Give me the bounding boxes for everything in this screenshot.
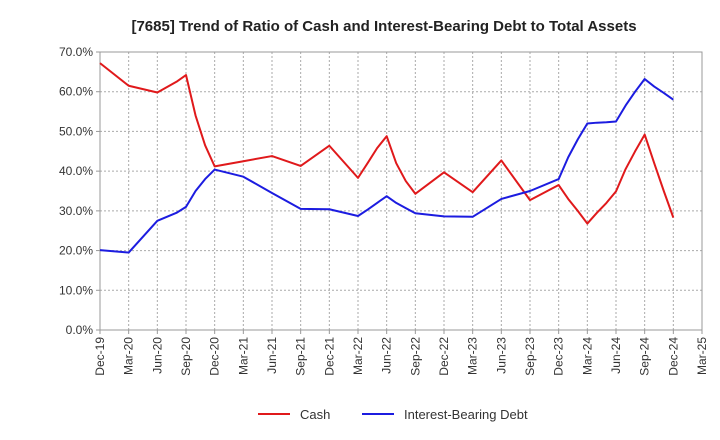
x-tick-label: Sep-22: [408, 337, 422, 376]
x-tick-label: Sep-23: [523, 337, 537, 376]
y-tick-label: 10.0%: [59, 283, 93, 297]
x-tick-label: Dec-19: [93, 337, 107, 376]
series-layer: [99, 62, 675, 254]
y-tick-label: 50.0%: [59, 124, 93, 138]
x-tick-label: Mar-22: [351, 337, 365, 375]
legend-label: Interest-Bearing Debt: [404, 407, 528, 422]
x-tick-label: Jun-21: [265, 337, 279, 374]
x-tick-label: Jun-20: [150, 337, 164, 374]
x-tick-label: Sep-21: [294, 337, 308, 376]
x-tick-label: Mar-23: [466, 337, 480, 375]
x-tick-label: Jun-22: [380, 337, 394, 374]
series-line-interest-bearing-debt: [99, 78, 674, 254]
x-tick-label: Dec-21: [322, 337, 336, 376]
x-tick-label: Mar-25: [695, 337, 709, 375]
y-tick-label: 60.0%: [59, 85, 93, 99]
x-tick-label: Dec-24: [666, 337, 680, 376]
chart-title: [7685] Trend of Ratio of Cash and Intere…: [131, 18, 636, 35]
x-tick-label: Sep-24: [638, 337, 652, 376]
x-tick-label: Mar-20: [122, 337, 136, 375]
x-tick-label: Sep-20: [179, 337, 193, 376]
x-tick-label: Dec-23: [552, 337, 566, 376]
x-tick-label: Jun-24: [609, 337, 623, 374]
y-tick-label: 70.0%: [59, 45, 93, 59]
plot-frame: [99, 51, 703, 331]
x-tick-label: Dec-22: [437, 337, 451, 376]
y-tick-label: 40.0%: [59, 164, 93, 178]
legend: Cash Interest-Bearing Debt: [258, 407, 528, 422]
y-tick-label: 0.0%: [66, 323, 94, 337]
x-axis-ticks: Dec-19 Mar-20 Jun-20 Sep-20 Dec-20 Mar-21 Jun-…: [93, 330, 709, 376]
x-tick-label: Mar-24: [580, 337, 594, 375]
y-tick-label: 30.0%: [59, 204, 93, 218]
legend-label: Cash: [300, 407, 330, 422]
x-tick-label: Jun-23: [494, 337, 508, 374]
x-tick-label: Mar-21: [236, 337, 250, 375]
x-tick-label: Dec-20: [208, 337, 222, 376]
series-line-cash: [99, 62, 675, 225]
y-tick-label: 20.0%: [59, 244, 93, 258]
y-axis-ticks: 0.0% 10.0% 20.0% 30.0% 40.0% 50.0% 60.0% 70.0%: [59, 45, 100, 337]
